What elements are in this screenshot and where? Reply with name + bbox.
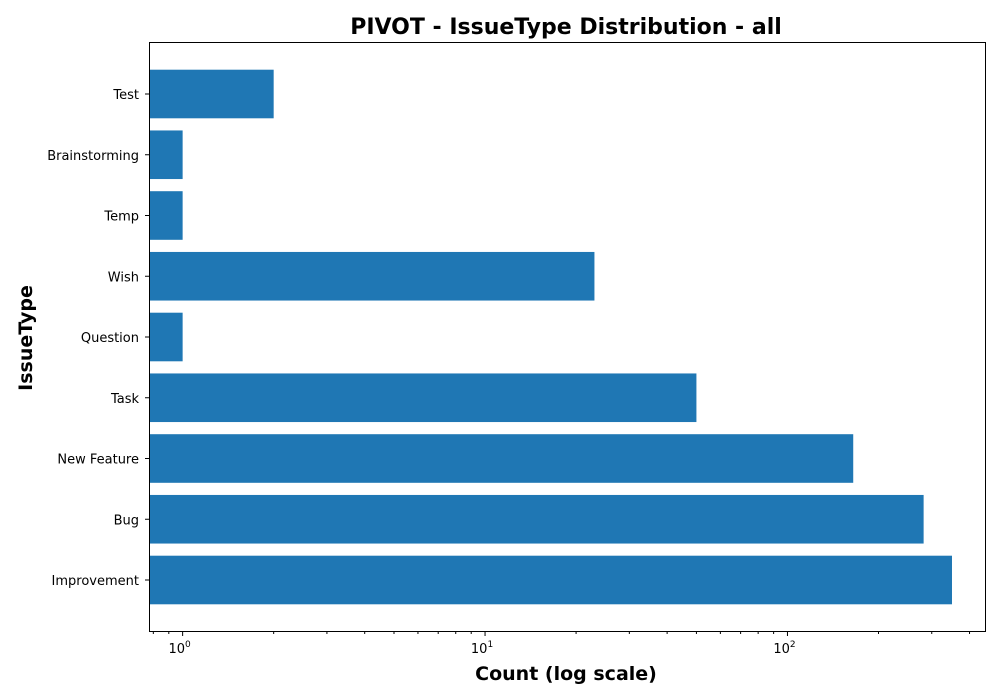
- bar-new-feature: [150, 434, 854, 483]
- y-tick-label: Question: [81, 331, 139, 346]
- y-tick-label: Improvement: [52, 574, 139, 589]
- x-tick-label: 100: [168, 640, 191, 657]
- plot-frame: [149, 42, 986, 632]
- y-tick-label: Task: [110, 392, 140, 407]
- x-tick-label: 101: [471, 640, 493, 657]
- bars-group: [150, 69, 952, 605]
- x-axis-label: Count (log scale): [475, 663, 657, 685]
- y-tick-label: Temp: [103, 210, 139, 225]
- y-tick-label: Wish: [108, 270, 139, 285]
- y-tick-label: New Feature: [57, 453, 139, 468]
- x-tick-label: 102: [773, 640, 795, 657]
- y-tick-label: Brainstorming: [47, 149, 139, 164]
- y-tick-label: Test: [112, 88, 139, 103]
- y-axis-ticks: Improvement Bug New Feature Task Question Wis…: [47, 88, 150, 589]
- bar-improvement: [150, 555, 952, 605]
- y-axis-label: IssueType: [15, 285, 37, 391]
- bar-task: [150, 373, 697, 423]
- y-tick-label: Bug: [114, 513, 139, 528]
- bar-test: [150, 69, 274, 119]
- bar-bug: [150, 494, 924, 544]
- x-axis-ticks: 100 101 102: [152, 631, 971, 657]
- bar-wish: [150, 251, 595, 301]
- bar-brainstorming: [150, 130, 183, 180]
- bar-question: [150, 312, 183, 362]
- chart-title: PIVOT - IssueType Distribution - all: [350, 15, 782, 40]
- bar-temp: [150, 191, 183, 240]
